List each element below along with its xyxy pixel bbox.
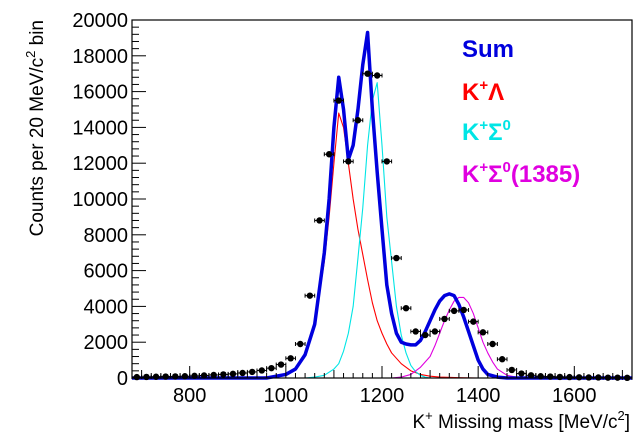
y-tick-label: 10000 (72, 189, 128, 211)
data-point-marker (547, 373, 554, 380)
data-point-marker (527, 372, 535, 379)
y-tick-label: 2000 (84, 332, 129, 354)
data-point (458, 306, 470, 314)
data-point-marker (508, 366, 516, 374)
data-point-marker (498, 356, 506, 363)
data-point-marker (248, 368, 256, 376)
data-point-marker (162, 373, 169, 380)
data-point-marker (460, 306, 467, 314)
data-point-marker (450, 307, 458, 315)
data-point-marker (297, 340, 304, 348)
data-point (439, 315, 450, 323)
legend-entry-k-lambda: K+Λ (462, 77, 504, 106)
data-point (333, 97, 345, 104)
data-point-marker (325, 151, 333, 158)
y-tick-label: 8000 (84, 225, 129, 247)
data-point-marker (556, 373, 564, 381)
data-point (429, 328, 441, 335)
data-point-marker (383, 158, 391, 165)
x-axis-title: K+ Missing mass [MeV/c2] (412, 408, 630, 433)
x-axis: 800 1000 1200 1400 1600 (141, 366, 623, 407)
data-point (381, 158, 393, 165)
data-point (400, 304, 412, 312)
data-point (506, 366, 518, 374)
legend: Sum K+Λ K+Σ0 K+Σ0(1385) (462, 36, 580, 188)
data-point (294, 340, 306, 348)
data-point-marker (268, 364, 275, 372)
y-axis-title: Counts per 20 MeV/c2 bin (23, 20, 48, 236)
data-point-marker (402, 304, 410, 312)
data-point-marker (335, 97, 342, 104)
data-point (343, 158, 354, 165)
data-point-marker (364, 70, 371, 77)
x-tick-label: 1400 (456, 385, 501, 407)
y-tick-label: 18000 (72, 46, 128, 68)
data-point-marker (412, 328, 419, 335)
y-tick-label: 6000 (84, 261, 129, 283)
data-point-marker (422, 331, 429, 339)
data-point-marker (143, 373, 150, 381)
data-point (304, 292, 316, 299)
data-point (391, 254, 402, 262)
data-point-marker (287, 355, 294, 362)
data-point-marker (470, 318, 477, 325)
data-point-marker (239, 369, 246, 377)
data-point-marker (277, 361, 285, 368)
legend-entry-k-sigma0: K+Σ0 (462, 117, 511, 146)
data-point-marker (152, 373, 160, 380)
y-axis: 0 2000 4000 6000 8000 10000 12000 14000 16000 180… (72, 10, 146, 390)
x-tick-label: 1200 (360, 385, 405, 407)
data-point-marker (210, 371, 217, 379)
data-point-marker (566, 373, 573, 381)
x-tick-label: 800 (173, 385, 206, 407)
data-point (487, 340, 498, 348)
data-point-marker (316, 217, 323, 224)
data-point (496, 356, 508, 363)
data-point (275, 361, 287, 368)
y-tick-label: 12000 (72, 153, 128, 175)
y-tick-label: 20000 (72, 10, 128, 32)
data-point-marker (431, 328, 439, 335)
y-tick-label: 14000 (72, 117, 128, 139)
data-point (285, 355, 296, 362)
data-point (256, 367, 268, 374)
data-point-marker (518, 370, 525, 377)
legend-entry-k-sigma1385: K+Σ0(1385) (462, 159, 580, 188)
data-point (352, 117, 364, 124)
y-tick-label: 0 (117, 368, 128, 390)
data-point-marker (354, 117, 362, 124)
data-point (477, 329, 489, 336)
data-point-marker (441, 315, 448, 323)
data-point (323, 151, 335, 158)
data-point-marker (479, 329, 487, 336)
data-point-marker (489, 340, 496, 348)
data-point-marker (133, 373, 141, 381)
data-point-marker (220, 371, 227, 378)
data-point-marker (393, 254, 400, 262)
data-point (371, 72, 383, 79)
data-point-marker (200, 372, 208, 379)
data-point (266, 364, 277, 372)
data-point-marker (229, 370, 237, 378)
data-point-marker (373, 72, 381, 79)
data-point (314, 217, 325, 224)
data-point (468, 318, 479, 325)
x-tick-label: 1000 (264, 385, 309, 407)
x-tick-label: 1600 (552, 385, 597, 407)
data-point (410, 328, 421, 335)
series-line-ksigma1385 (132, 296, 632, 379)
data-point-marker (172, 373, 179, 380)
data-point (419, 331, 431, 339)
data-point-marker (345, 158, 352, 165)
data-point-marker (575, 374, 583, 381)
data-point-marker (306, 292, 314, 299)
legend-entry-sum: Sum (462, 36, 514, 63)
y-tick-label: 16000 (72, 82, 128, 104)
data-point-marker (258, 367, 266, 374)
y-tick-label: 4000 (84, 296, 129, 318)
